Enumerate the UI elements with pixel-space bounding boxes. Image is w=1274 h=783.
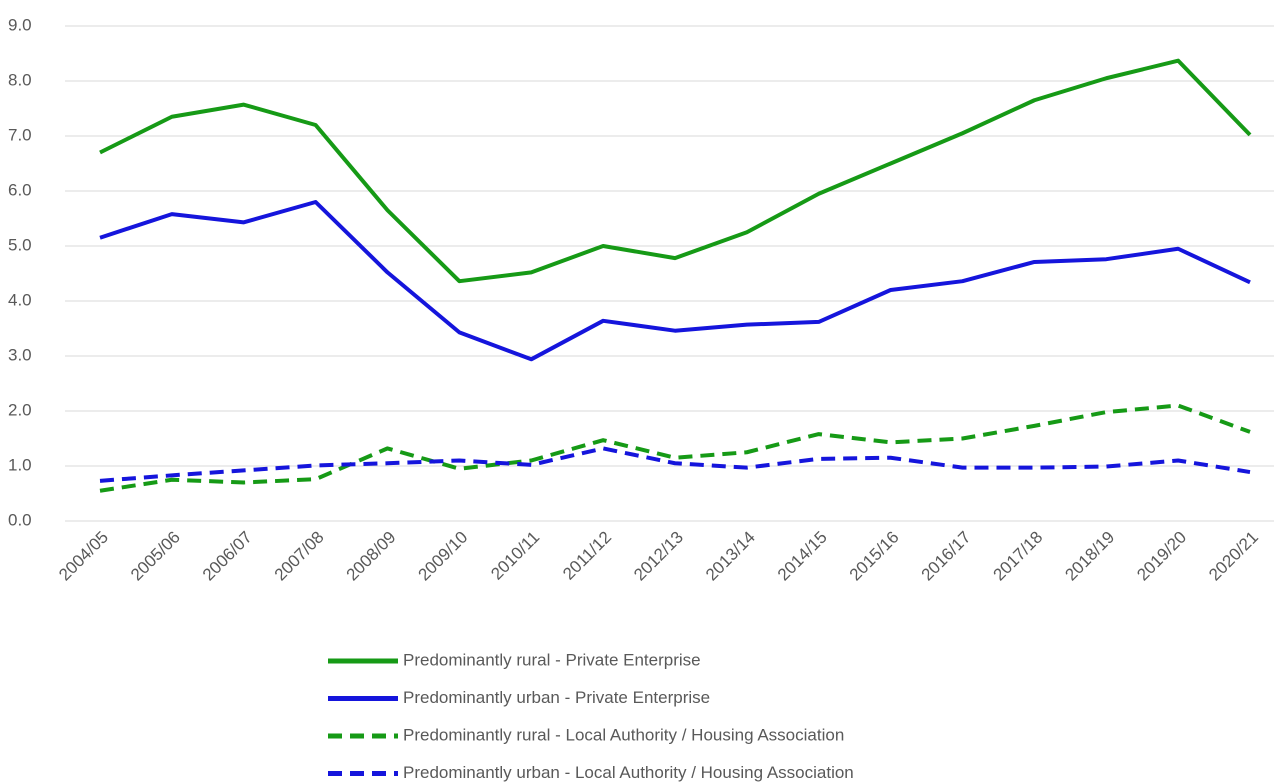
y-tick-label: 9.0 [8, 15, 32, 34]
x-tick-label: 2015/16 [846, 528, 903, 585]
x-tick-label: 2009/10 [414, 528, 471, 585]
legend-label: Predominantly urban - Local Authority / … [403, 763, 854, 782]
y-tick-label: 1.0 [8, 455, 32, 474]
x-tick-label: 2007/08 [271, 528, 328, 585]
series-line [99, 403, 1251, 493]
y-tick-label: 2.0 [8, 400, 32, 419]
series-line [99, 58, 1252, 284]
series-line [99, 446, 1251, 483]
legend-label: Predominantly rural - Local Authority / … [403, 725, 844, 744]
x-tick-label: 2013/14 [702, 528, 759, 585]
x-tick-label: 2004/05 [55, 528, 112, 585]
x-tick-label: 2011/12 [559, 528, 615, 584]
y-tick-label: 6.0 [8, 180, 32, 199]
x-tick-label: 2010/11 [487, 528, 543, 584]
y-tick-label: 3.0 [8, 345, 32, 364]
y-tick-label: 7.0 [8, 125, 32, 144]
legend-label: Predominantly urban - Private Enterprise [403, 688, 710, 707]
x-tick-label: 2018/19 [1061, 528, 1118, 585]
x-tick-label: 2016/17 [918, 528, 975, 585]
x-tick-label: 2012/13 [630, 528, 687, 585]
y-tick-label: 4.0 [8, 290, 32, 309]
x-tick-label: 2005/06 [127, 528, 184, 585]
x-tick-label: 2019/20 [1133, 528, 1190, 585]
x-tick-label: 2006/07 [199, 528, 256, 585]
y-tick-label: 5.0 [8, 235, 32, 254]
x-tick-label: 2014/15 [774, 528, 831, 585]
series-line [99, 200, 1251, 362]
x-tick-label: 2008/09 [343, 528, 400, 585]
x-tick-label: 2020/21 [1205, 528, 1262, 585]
legend-label: Predominantly rural - Private Enterprise [403, 650, 701, 669]
x-tick-label: 2017/18 [989, 528, 1046, 585]
y-tick-label: 8.0 [8, 70, 32, 89]
y-tick-label: 0.0 [8, 510, 32, 529]
